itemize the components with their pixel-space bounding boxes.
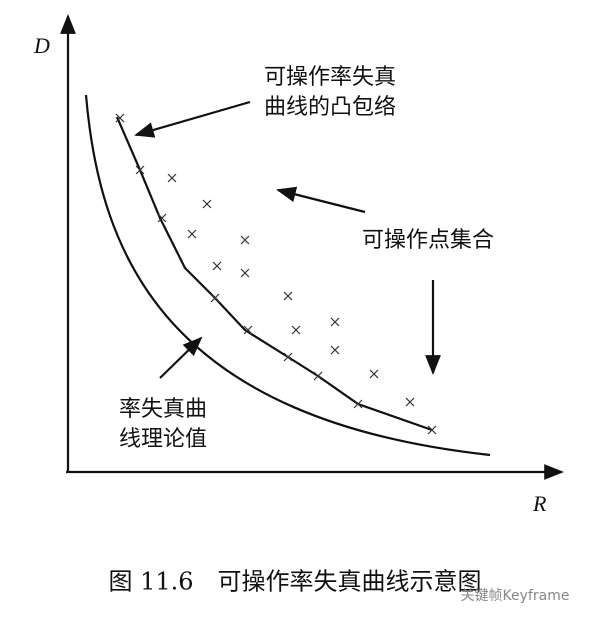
operating-points [115,113,437,435]
convex-hull [115,116,433,432]
x-axis-label: R [532,491,547,516]
arrow [159,336,203,379]
point-mark [283,291,293,301]
point-mark [240,268,250,278]
point-mark [202,199,212,209]
point-mark [187,229,197,239]
caption: 图 11.6 可操作率失真曲线示意图 [108,568,481,596]
y-axis-label: D [33,33,50,58]
point-mark [157,213,167,223]
point-mark [243,325,253,335]
theoretical-curve [84,94,491,457]
arrow [134,100,251,138]
point-mark [427,425,437,435]
point-mark [405,397,415,407]
point-mark [313,371,323,381]
annotation: 率失真曲 [119,397,207,422]
annotation: 曲线的凸包络 [264,95,396,120]
point-mark [291,325,301,335]
annotation: 可操作点集合 [362,228,494,253]
point-mark [115,113,125,123]
point-mark [240,235,250,245]
point-mark [283,352,293,362]
annotation: 可操作率失真 [264,65,396,90]
point-mark [353,399,363,409]
point-mark [369,369,379,379]
point-mark [212,261,222,271]
point-mark [210,293,220,303]
watermark: 关键帧Keyframe [461,588,570,604]
point-mark [330,345,340,355]
annotation: 线理论值 [119,427,207,452]
point-mark [167,173,177,183]
point-mark [135,165,145,175]
arrow [276,186,366,214]
point-mark [330,317,340,327]
